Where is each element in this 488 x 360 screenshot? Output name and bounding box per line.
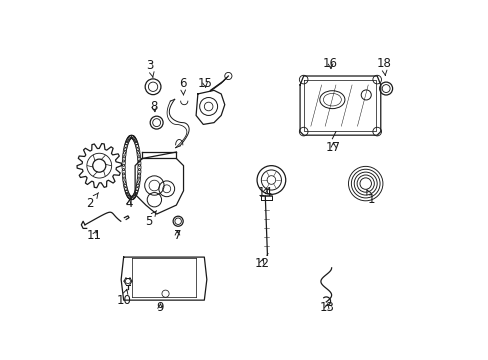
Text: 17: 17 <box>325 140 340 153</box>
Text: 12: 12 <box>254 257 269 270</box>
Text: 1: 1 <box>366 190 375 206</box>
Text: 6: 6 <box>179 77 186 95</box>
Text: 13: 13 <box>319 301 334 314</box>
Text: 14: 14 <box>257 186 272 199</box>
Text: 2: 2 <box>86 193 98 210</box>
Text: 7: 7 <box>173 229 181 242</box>
Text: 8: 8 <box>150 100 158 113</box>
Text: 10: 10 <box>116 289 131 307</box>
Text: 15: 15 <box>197 77 212 90</box>
Text: 9: 9 <box>156 301 163 314</box>
Text: 3: 3 <box>146 59 154 77</box>
Text: 5: 5 <box>144 211 156 228</box>
Text: 16: 16 <box>323 57 337 70</box>
Text: 11: 11 <box>87 229 102 242</box>
Text: 4: 4 <box>125 197 133 210</box>
Text: 18: 18 <box>375 57 390 76</box>
